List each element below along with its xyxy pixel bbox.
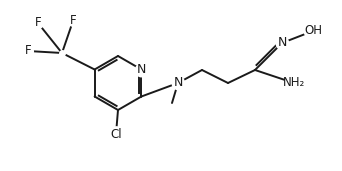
Text: N: N — [277, 36, 287, 49]
Text: N: N — [173, 76, 183, 89]
Text: NH₂: NH₂ — [283, 76, 305, 89]
Text: F: F — [70, 15, 76, 28]
Text: F: F — [25, 44, 31, 57]
Text: N: N — [137, 63, 146, 76]
Text: OH: OH — [304, 24, 322, 37]
Text: F: F — [35, 16, 41, 30]
Text: Cl: Cl — [110, 128, 122, 141]
